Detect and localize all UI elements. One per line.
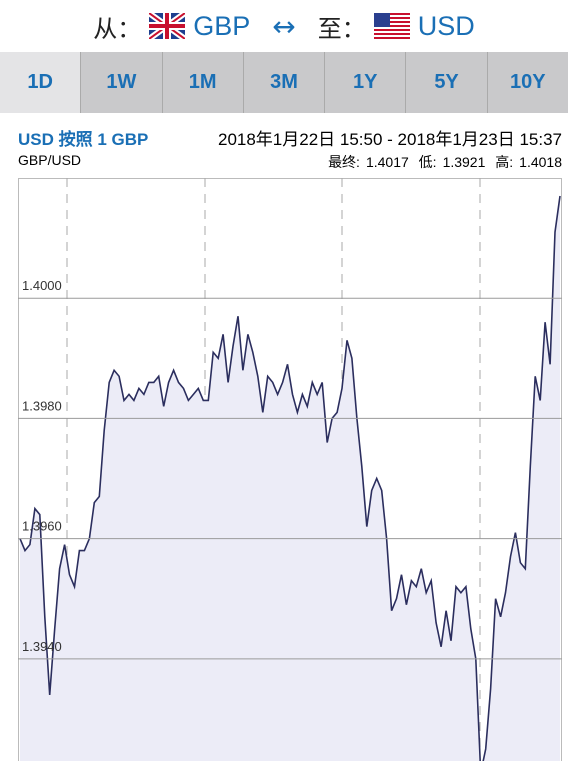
tab[interactable]: 1Y	[324, 52, 405, 113]
stat-value: 1.3921	[442, 154, 486, 170]
y-tick-label: 1.4000	[22, 278, 62, 293]
us-flag	[373, 13, 410, 39]
tab[interactable]: 1M	[161, 52, 243, 113]
stat-label: 低:	[418, 154, 437, 170]
uk-flag	[149, 13, 186, 39]
info-row: GBP/USD 最终: 1.4017 低: 1.3921 高: 1.4018	[18, 152, 562, 170]
y-tick-label: 1.3940	[22, 639, 62, 654]
line	[19, 195, 561, 761]
time-range: 2018年1月22日 15:50 - 2018年1月23日 15:37	[217, 130, 562, 149]
tab[interactable]: 1D	[0, 52, 81, 113]
stat-label: 最终:	[328, 154, 360, 170]
tab[interactable]: 3M	[242, 52, 324, 113]
pair: GBP/USD	[18, 152, 82, 168]
area	[20, 196, 560, 761]
to-label: 至：	[317, 14, 366, 43]
from-currency[interactable]: GBP	[193, 10, 251, 41]
range-tabs: 1D 1W 1M 3M 1Y 5Y 10Y	[0, 52, 568, 113]
rate-title: USD 按照 1 GBP	[18, 130, 149, 149]
y-tick-label: 1.3960	[22, 519, 62, 534]
stats: 最终: 1.4017 低: 1.3921 高: 1.4018	[322, 152, 562, 172]
info-row: USD 按照 1 GBP 2018年1月22日 15:50 - 2018年1月2…	[18, 125, 562, 150]
tab[interactable]: 5Y	[405, 52, 486, 113]
chart: 1.3940 1.3960 1.3980 1.4000	[18, 178, 562, 761]
tab[interactable]: 1W	[80, 52, 161, 113]
swap-arrow[interactable]: ↔	[272, 9, 296, 43]
stat-value: 1.4017	[365, 154, 409, 170]
y-tick-label: 1.3980	[22, 398, 62, 413]
currency-header: 从： GBP ↔ 至： USD	[0, 0, 568, 52]
from-label: 从：	[93, 14, 142, 43]
tab[interactable]: 10Y	[486, 52, 568, 113]
to-currency[interactable]: USD	[417, 10, 475, 41]
stat-label: 高:	[495, 154, 514, 170]
stat-value: 1.4018	[519, 154, 562, 170]
